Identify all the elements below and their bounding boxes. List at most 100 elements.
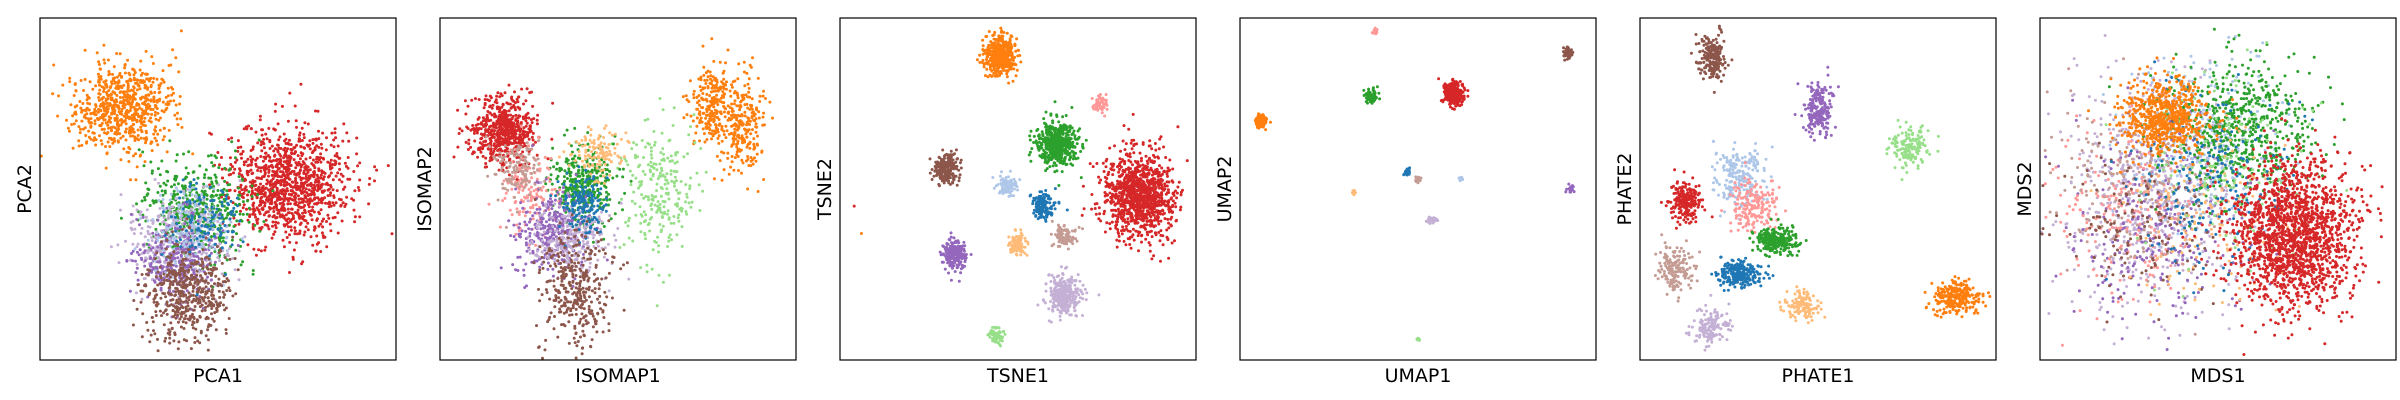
data-point bbox=[747, 164, 751, 167]
data-point bbox=[191, 312, 194, 316]
data-point bbox=[209, 199, 213, 203]
data-point bbox=[259, 143, 263, 147]
data-point bbox=[227, 223, 231, 227]
data-point bbox=[513, 106, 517, 109]
data-point bbox=[751, 162, 755, 166]
data-point bbox=[192, 285, 196, 289]
data-point bbox=[155, 300, 159, 304]
data-point bbox=[165, 210, 169, 214]
data-point bbox=[204, 334, 208, 338]
data-point bbox=[93, 136, 97, 140]
data-point bbox=[298, 133, 301, 137]
data-point bbox=[335, 152, 339, 155]
data-point bbox=[204, 236, 208, 240]
data-point bbox=[709, 90, 713, 94]
data-point bbox=[189, 347, 193, 351]
data-point bbox=[719, 110, 723, 114]
data-point bbox=[252, 201, 256, 205]
data-point bbox=[265, 137, 269, 141]
data-point bbox=[207, 176, 211, 180]
data-point bbox=[272, 149, 276, 153]
data-point bbox=[211, 189, 215, 193]
data-point bbox=[311, 141, 315, 145]
data-point bbox=[217, 166, 221, 170]
data-point bbox=[326, 160, 330, 164]
data-point bbox=[284, 170, 288, 173]
data-point bbox=[149, 160, 153, 164]
data-point bbox=[208, 241, 212, 245]
data-point bbox=[260, 225, 264, 229]
data-point bbox=[709, 74, 713, 78]
data-point bbox=[130, 252, 133, 255]
data-point bbox=[255, 176, 259, 180]
data-point bbox=[207, 154, 210, 158]
data-point bbox=[726, 118, 730, 122]
data-point bbox=[329, 158, 333, 162]
data-point bbox=[284, 137, 288, 141]
data-point bbox=[84, 109, 88, 112]
data-point bbox=[149, 99, 153, 103]
data-point bbox=[386, 164, 390, 168]
data-point bbox=[233, 189, 237, 193]
data-point bbox=[187, 247, 191, 251]
data-point bbox=[721, 82, 725, 85]
data-point bbox=[85, 141, 88, 145]
data-point bbox=[196, 260, 200, 264]
data-point bbox=[275, 186, 279, 190]
data-point bbox=[164, 183, 168, 187]
data-point bbox=[487, 147, 490, 151]
data-point bbox=[162, 80, 166, 84]
data-point bbox=[720, 94, 724, 98]
data-point bbox=[184, 247, 188, 251]
data-point bbox=[341, 187, 345, 191]
data-point bbox=[191, 152, 195, 156]
data-point bbox=[268, 197, 271, 201]
data-point bbox=[367, 182, 371, 186]
data-point bbox=[695, 107, 699, 111]
data-point bbox=[203, 210, 207, 214]
data-point bbox=[225, 235, 229, 239]
data-point bbox=[258, 114, 262, 118]
data-point bbox=[339, 172, 343, 176]
data-point bbox=[737, 62, 741, 66]
data-point bbox=[265, 182, 269, 186]
data-point bbox=[327, 205, 331, 209]
data-point bbox=[292, 217, 296, 220]
data-point bbox=[263, 171, 267, 175]
data-point bbox=[158, 265, 162, 269]
data-point bbox=[744, 93, 748, 97]
data-point bbox=[279, 158, 283, 162]
data-point bbox=[718, 159, 722, 163]
data-point bbox=[738, 108, 742, 112]
data-point bbox=[136, 134, 140, 137]
data-point bbox=[153, 236, 157, 240]
data-point bbox=[334, 174, 338, 178]
data-point bbox=[242, 127, 246, 131]
data-point bbox=[293, 226, 297, 230]
data-point bbox=[161, 206, 165, 210]
data-point bbox=[235, 219, 239, 223]
data-point bbox=[176, 123, 180, 127]
data-point bbox=[188, 188, 192, 192]
data-point bbox=[156, 111, 160, 115]
data-point bbox=[267, 214, 271, 218]
data-point bbox=[691, 119, 695, 123]
data-point bbox=[746, 187, 750, 191]
data-point bbox=[171, 283, 175, 287]
data-point bbox=[493, 112, 496, 116]
data-point bbox=[258, 199, 262, 203]
data-point bbox=[144, 141, 147, 145]
data-point bbox=[182, 243, 186, 247]
data-point bbox=[720, 127, 724, 130]
data-point bbox=[308, 174, 312, 178]
data-point bbox=[229, 199, 233, 203]
data-point bbox=[658, 162, 662, 166]
data-point bbox=[105, 151, 109, 155]
data-point bbox=[156, 349, 160, 353]
data-point bbox=[203, 176, 206, 180]
data-point bbox=[186, 171, 190, 175]
data-point bbox=[162, 281, 166, 285]
data-point bbox=[259, 169, 263, 173]
data-point bbox=[201, 214, 204, 218]
data-point bbox=[270, 144, 274, 148]
